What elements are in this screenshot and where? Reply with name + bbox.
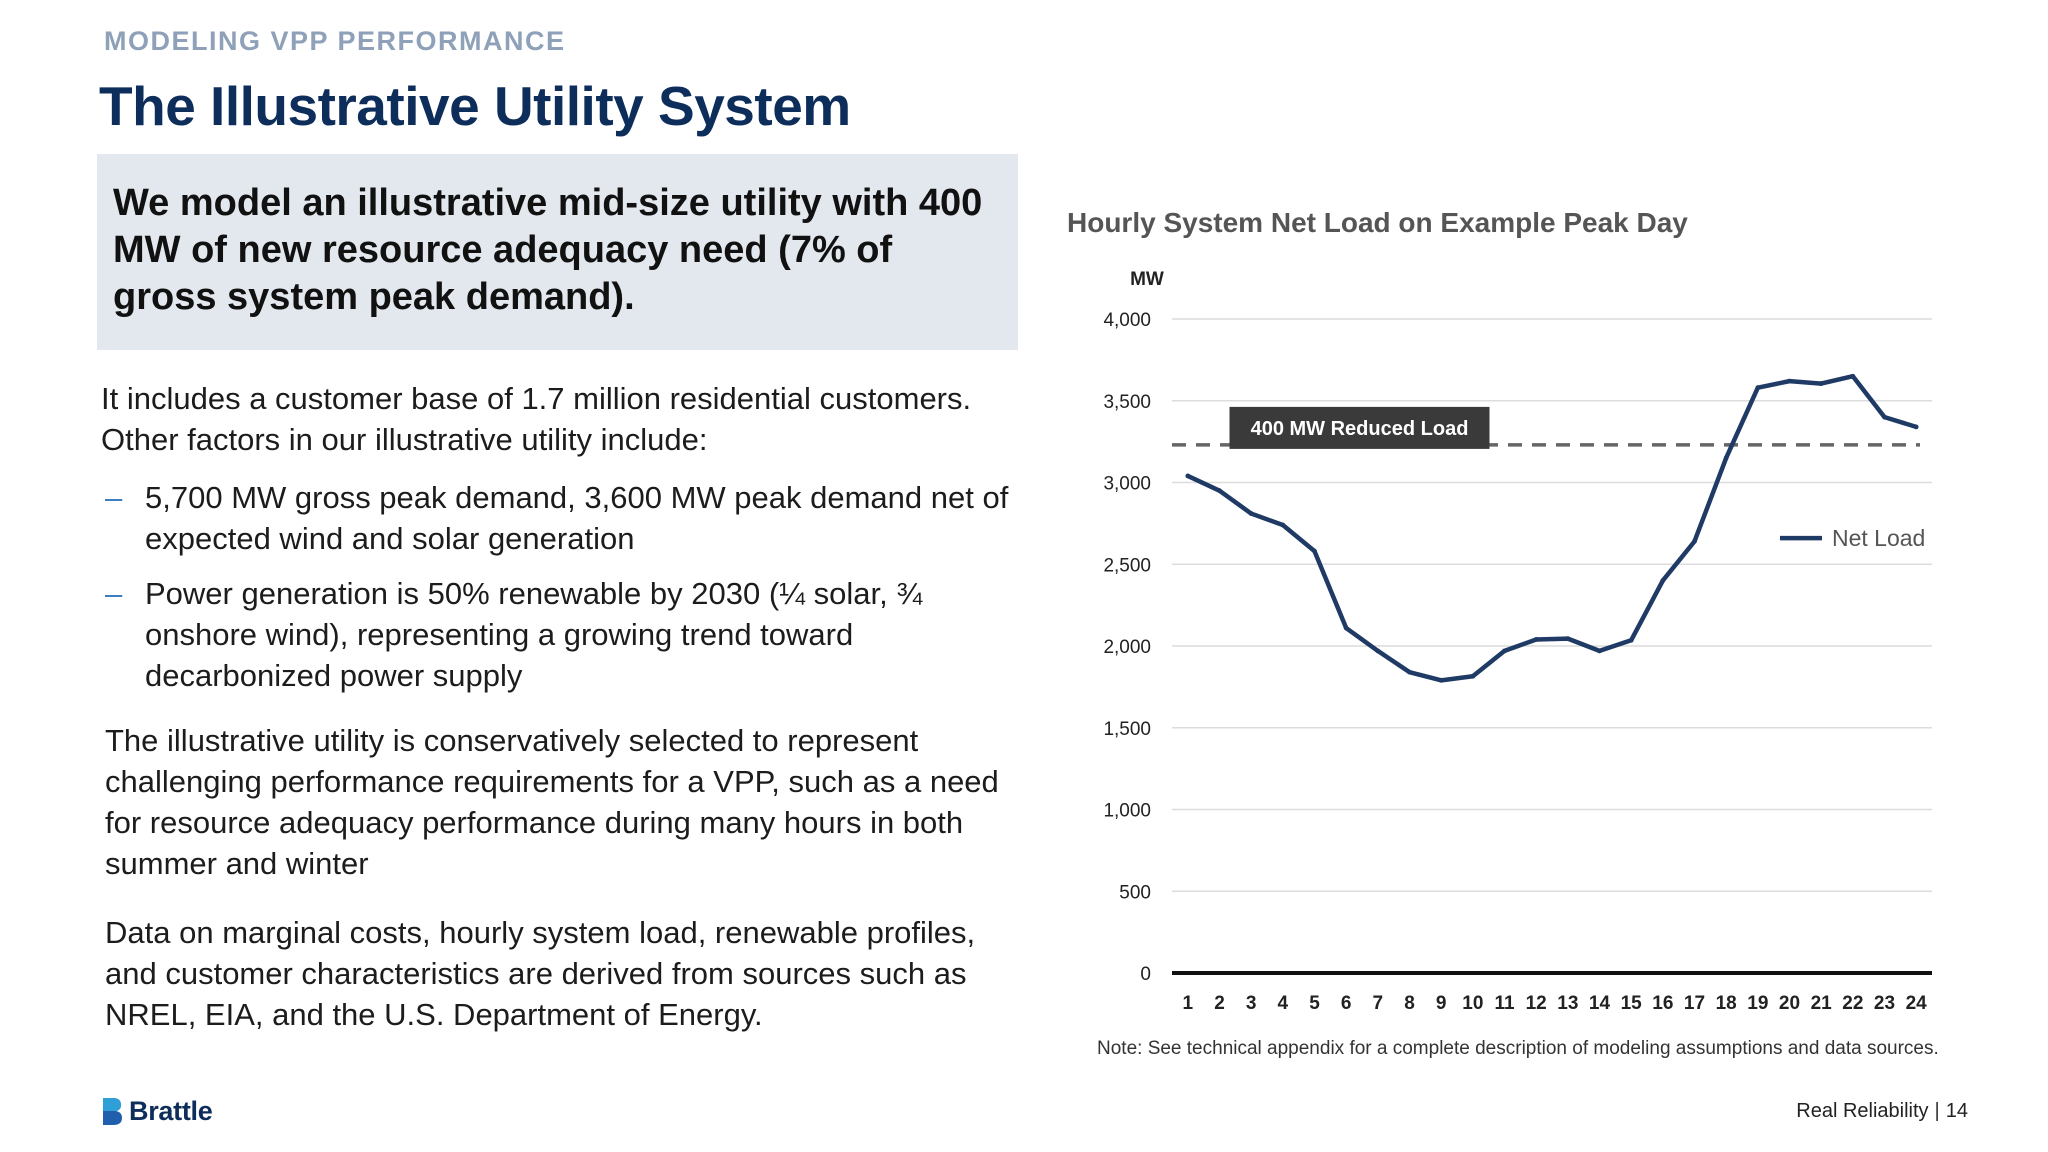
- annotation-box: [1229, 406, 1490, 449]
- y-tick-label: 3,000: [1103, 474, 1151, 495]
- bullet-text: 5,700 MW gross peak demand, 3,600 MW pea…: [145, 480, 1009, 556]
- footer-separator: |: [1934, 1100, 1940, 1122]
- x-tick-label: 7: [1373, 993, 1384, 1014]
- data-point: [1692, 538, 1697, 544]
- x-tick-label: 16: [1652, 993, 1673, 1014]
- data-point: [1438, 677, 1444, 683]
- data-point: [1217, 488, 1222, 494]
- annotation-label: 400 MW Reduced Load: [1251, 418, 1469, 440]
- x-tick-label: 19: [1747, 993, 1768, 1014]
- data-point: [1248, 511, 1254, 516]
- chart-svg: MW 0 500 1,000 1,500 2,000 2,500 3,000 3,500 4,00…: [1103, 269, 1932, 1014]
- y-tick-label: 4,000: [1103, 310, 1151, 331]
- callout-box: We model an illustrative mid-size utilit…: [97, 154, 1018, 350]
- footer-text: Real Reliability: [1796, 1100, 1929, 1122]
- logo-text: Brattle: [129, 1095, 213, 1126]
- y-tick-label: 2,000: [1103, 637, 1151, 658]
- data-point: [1723, 455, 1729, 461]
- y-tick-label: 1,000: [1103, 801, 1151, 822]
- x-tick-label: 10: [1462, 993, 1483, 1014]
- x-tick-label: 22: [1842, 993, 1863, 1014]
- y-tick-label: 2,500: [1103, 555, 1151, 576]
- x-tick-label: 8: [1404, 993, 1415, 1014]
- x-tick-label: 1: [1183, 993, 1194, 1014]
- x-tick-label: 15: [1621, 993, 1643, 1014]
- callout-text: We model an illustrative mid-size utilit…: [113, 182, 983, 318]
- bullet-item: – Power generation is 50% renewable by 2…: [101, 573, 1021, 696]
- data-point: [1470, 673, 1476, 679]
- bullet-dash: –: [105, 480, 123, 515]
- paragraph-3: Data on marginal costs, hourly system lo…: [105, 915, 976, 1032]
- data-point: [1755, 385, 1761, 391]
- data-point: [1502, 648, 1507, 654]
- bullet-dash: –: [105, 576, 123, 611]
- x-tick-label: 20: [1779, 993, 1800, 1014]
- x-tick-label: 6: [1341, 993, 1352, 1014]
- x-tick-label: 21: [1811, 993, 1833, 1014]
- data-point: [1375, 648, 1381, 654]
- intro-paragraph: It includes a customer base of 1.7 milli…: [101, 381, 972, 457]
- legend-label: Net Load: [1832, 525, 1925, 551]
- page-number: 14: [1945, 1100, 1968, 1122]
- x-tick-label: 4: [1278, 993, 1289, 1014]
- x-tick-label: 11: [1494, 993, 1515, 1014]
- x-tick-label: 9: [1436, 993, 1447, 1014]
- y-tick-label: 1,500: [1103, 719, 1151, 740]
- section-kicker: MODELING VPP PERFORMANCE: [104, 26, 566, 56]
- bullet-item: – 5,700 MW gross peak demand, 3,600 MW p…: [101, 477, 1021, 559]
- y-tick-label: 3,500: [1103, 392, 1151, 413]
- x-tick-label: 13: [1557, 993, 1578, 1014]
- net-load-series-line: [1186, 373, 1917, 683]
- brattle-logo-icon: [103, 1098, 122, 1125]
- x-tick-label: 5: [1309, 993, 1320, 1014]
- bullet-text: Power generation is 50% renewable by 203…: [145, 576, 923, 693]
- data-point: [1660, 578, 1666, 583]
- footer: Real Reliability | 14: [1796, 1100, 1968, 1123]
- x-tick-label: 3: [1246, 993, 1257, 1014]
- data-point: [1565, 636, 1571, 642]
- net-load-chart: MW 0 500 1,000 1,500 2,000 2,500 3,000 3,500 4,00…: [1067, 255, 1957, 1030]
- data-point: [1628, 637, 1634, 643]
- x-tick-label: 2: [1214, 993, 1225, 1014]
- data-point: [1312, 548, 1317, 554]
- y-axis-label: MW: [1130, 269, 1164, 290]
- x-tick-label: 17: [1684, 993, 1705, 1014]
- data-point: [1882, 414, 1887, 420]
- x-tick-label: 23: [1874, 993, 1895, 1014]
- chart-note: Note: See technical appendix for a compl…: [1097, 1038, 1939, 1059]
- data-point: [1913, 424, 1919, 430]
- chart-title: Hourly System Net Load on Example Peak D…: [1067, 207, 1688, 238]
- data-point: [1533, 637, 1539, 642]
- page-title: The Illustrative Utility System: [99, 75, 851, 137]
- x-tick-label: 18: [1716, 993, 1737, 1014]
- x-tick-label: 24: [1906, 993, 1928, 1014]
- x-tick-label: 12: [1526, 993, 1547, 1014]
- data-point: [1597, 648, 1602, 654]
- data-point: [1818, 381, 1824, 386]
- y-tick-label: 500: [1119, 882, 1151, 903]
- y-tick-label: 0: [1140, 964, 1151, 985]
- x-tick-label: 14: [1589, 993, 1611, 1014]
- bullet-list: – 5,700 MW gross peak demand, 3,600 MW p…: [101, 477, 1021, 710]
- data-point: [1407, 669, 1412, 675]
- data-point: [1343, 625, 1349, 631]
- data-point: [1280, 522, 1286, 528]
- paragraph-2: The illustrative utility is conservative…: [105, 723, 999, 881]
- data-point: [1850, 373, 1856, 379]
- data-point: [1185, 473, 1191, 479]
- data-point: [1787, 378, 1792, 384]
- brattle-logo: Brattle: [101, 1094, 213, 1128]
